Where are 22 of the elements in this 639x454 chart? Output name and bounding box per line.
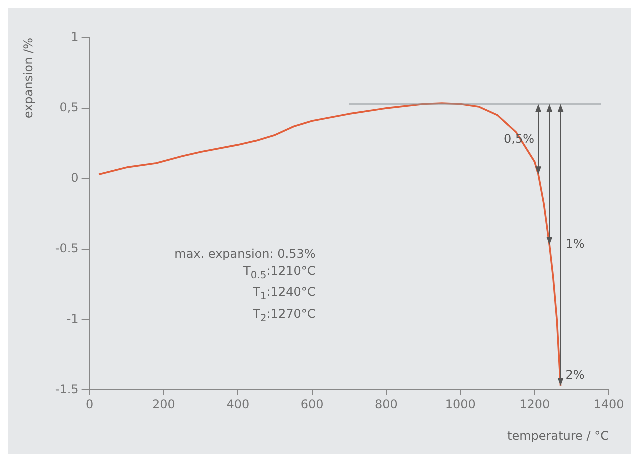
y-tick-label: -0.5 [55,241,79,256]
annotation: T$_{1}$:1240°C [252,284,316,305]
y-tick-label: -1.5 [55,382,79,396]
annotation: 2% [566,368,585,382]
x-tick-label: 1400 [594,398,624,412]
x-tick-label: 1000 [445,398,476,412]
y-tick-label: 0 [71,171,79,186]
y-axis-title: expansion /% [21,38,36,119]
y-tick-label: -1 [66,312,79,326]
x-axis-title: temperature / °C [508,428,609,443]
x-tick-label: 600 [300,398,324,412]
y-tick-label: 0,5 [60,100,79,115]
y-tick-label: 1 [71,30,79,44]
x-tick-label: 200 [152,398,176,412]
x-tick-label: 1200 [520,398,550,412]
annotation: T$_{2}$:1270°C [252,306,316,326]
annotation: max. expansion: 0.53% [174,246,316,263]
x-tick-label: 400 [226,398,250,412]
x-tick-label: 0 [86,398,94,412]
annotation: 1% [566,237,585,252]
annotation: T$_{0.5}$:1210°C [242,262,316,284]
x-tick-label: 800 [375,398,398,412]
